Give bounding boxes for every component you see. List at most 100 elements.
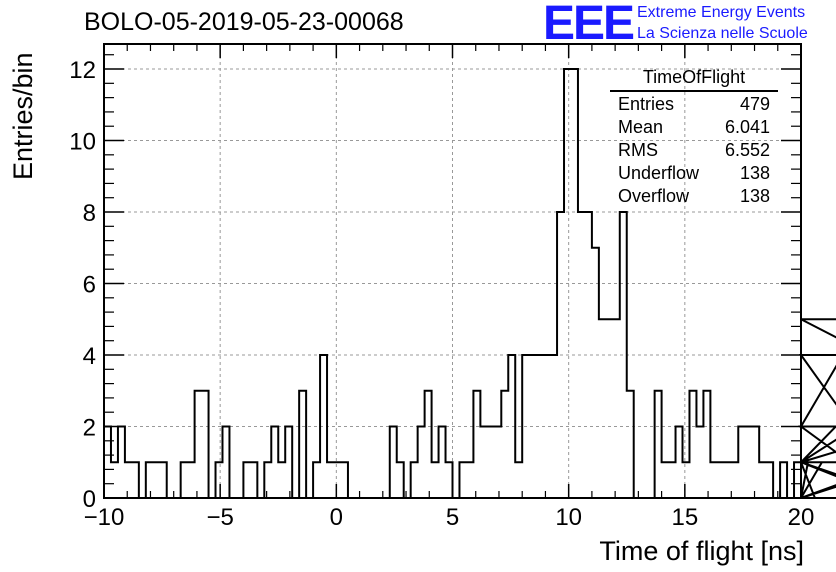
histogram-bin (703, 391, 710, 498)
histogram-bin (466, 462, 473, 498)
histogram-bin (264, 462, 271, 498)
stats-value: 138 (739, 163, 770, 183)
histogram-bin (299, 391, 306, 498)
histogram-series (103, 68, 836, 499)
histogram-bin (446, 462, 453, 498)
histogram-bin (613, 319, 620, 498)
x-tick-label: 0 (330, 504, 343, 531)
histogram-bin (327, 462, 334, 498)
y-tick-label: 10 (69, 129, 96, 156)
y-tick-label: 8 (83, 200, 96, 227)
histogram-bin (411, 462, 418, 498)
histogram-bin (418, 427, 425, 498)
histogram-bin (717, 462, 724, 498)
histogram-bin (390, 427, 397, 498)
stats-label: RMS (618, 140, 658, 160)
eee-logo: EEE (543, 0, 635, 50)
x-axis-label: Time of flight [ns] (599, 536, 804, 566)
logo-line-1: Extreme Energy Events (637, 4, 806, 21)
x-tick-label: 20 (788, 504, 815, 531)
x-tick-label: −5 (206, 504, 233, 531)
axis-ticks (103, 44, 802, 499)
histogram-bin (731, 462, 738, 498)
histogram-bin (487, 427, 494, 498)
histogram-bin (459, 462, 466, 498)
histogram-bin (243, 462, 250, 498)
histogram-bin (250, 462, 257, 498)
histogram-bin (278, 462, 285, 498)
histogram-bin (473, 391, 480, 498)
histogram-bin (285, 427, 292, 498)
stats-value: 138 (739, 186, 770, 206)
histogram-bin (181, 462, 188, 498)
y-tick-labels: 0 2 4 6 8 10 12 (69, 57, 96, 513)
histogram-bin (425, 391, 432, 498)
stats-label: Entries (618, 94, 675, 114)
histogram-bin (341, 462, 348, 498)
y-tick-label: 12 (69, 57, 96, 84)
histogram-bin (676, 427, 683, 498)
grid-lines (104, 44, 801, 498)
histogram-bin (683, 462, 690, 498)
histogram-bin (160, 462, 167, 498)
y-axis-label: Entries/bin (8, 52, 38, 180)
y-tick-label: 2 (83, 415, 96, 442)
histogram-bin (202, 391, 209, 498)
histogram-bin (745, 427, 752, 498)
y-tick-label: 6 (83, 272, 96, 299)
stats-label: Underflow (618, 163, 700, 183)
stats-box-divider (610, 90, 778, 92)
chart-title: BOLO-05-2019-05-23-00068 (84, 8, 404, 36)
histogram-bin (794, 462, 801, 498)
stats-value: 6.552 (724, 140, 770, 160)
histogram-bin (592, 248, 599, 498)
histogram-bin (125, 462, 132, 498)
histogram-bin (515, 462, 522, 498)
histogram-bin (494, 427, 501, 498)
histogram-bin (752, 427, 759, 498)
histogram-bin (132, 462, 139, 498)
histogram-bin (599, 319, 606, 498)
histogram-bin (759, 462, 766, 498)
histogram-bin (432, 462, 439, 498)
histogram-bin (696, 427, 703, 498)
histogram-bin (669, 462, 676, 498)
histogram-bin (222, 427, 229, 498)
histogram-bin (195, 391, 202, 498)
histogram-bin (188, 462, 195, 498)
histogram-bin (606, 319, 613, 498)
histogram-bin (655, 391, 662, 498)
histogram-bin (689, 391, 696, 498)
stats-label: Overflow (618, 186, 690, 206)
histogram-bin (738, 427, 745, 498)
logo-line-2: La Scienza nelle Scuole (637, 25, 808, 42)
stats-label: Mean (618, 117, 664, 137)
histogram-bin (480, 427, 487, 498)
stats-value: 6.041 (724, 117, 770, 137)
stats-box-title: TimeOfFlight (642, 67, 746, 87)
x-tick-label: 10 (555, 504, 582, 531)
x-tick-labels: −10 −5 0 5 10 15 20 (84, 504, 815, 531)
histogram-bin (766, 462, 773, 498)
x-tick-label: 5 (446, 504, 459, 531)
histogram-bin (146, 462, 153, 498)
histogram-bin (111, 462, 118, 498)
histogram-bin (334, 462, 341, 498)
histogram-bin (104, 427, 111, 498)
histogram-bin (271, 427, 278, 498)
histogram-bin (397, 462, 404, 498)
histogram-bin (153, 462, 160, 498)
histogram-bin (216, 462, 223, 498)
histogram-bin (724, 462, 731, 498)
histogram-bin (313, 462, 320, 498)
histogram-bin (627, 391, 634, 498)
histogram-bin (780, 462, 787, 498)
x-tick-label: −10 (84, 504, 125, 531)
stats-value: 479 (739, 94, 770, 114)
y-tick-label: 0 (83, 486, 96, 513)
histogram-bin (710, 462, 717, 498)
histogram-bin (662, 462, 669, 498)
x-tick-label: 15 (671, 504, 698, 531)
histogram-bin (501, 391, 508, 498)
